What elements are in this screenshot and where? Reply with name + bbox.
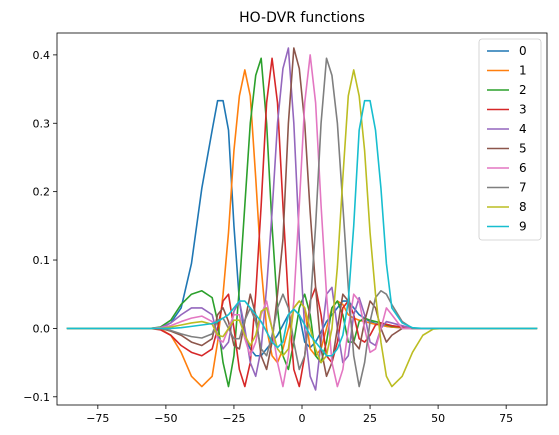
y-tick-label: 0.2 xyxy=(33,186,51,199)
x-tick-label: 75 xyxy=(499,412,513,425)
series-line-2 xyxy=(66,57,538,388)
series-line-9 xyxy=(66,99,538,357)
legend-label: 1 xyxy=(519,64,527,78)
y-tick-label: 0.3 xyxy=(33,117,51,130)
legend-label: 3 xyxy=(519,103,527,117)
series-line-8 xyxy=(66,69,538,388)
series-line-1 xyxy=(66,69,538,388)
x-tick-label: 0 xyxy=(299,412,306,425)
chart-title: HO-DVR functions xyxy=(239,10,365,26)
series-line-7 xyxy=(66,57,538,388)
x-axis: −75 −50 −25 0 25 50 75 xyxy=(86,405,513,425)
legend-label: 5 xyxy=(519,142,527,156)
x-tick-label: −50 xyxy=(154,412,177,425)
legend-label: 4 xyxy=(519,122,527,136)
y-tick-label: 0.4 xyxy=(33,49,51,62)
legend: 0 1 2 3 4 5 6 7 8 9 xyxy=(478,38,542,241)
x-tick-label: 25 xyxy=(363,412,377,425)
axes-frame xyxy=(56,32,548,406)
y-axis: −0.1 0.0 0.1 0.2 0.3 0.4 xyxy=(23,49,57,404)
series-line-3 xyxy=(66,57,538,388)
y-tick-label: 0.0 xyxy=(33,322,51,335)
x-tick-label: −25 xyxy=(222,412,245,425)
y-tick-label: −0.1 xyxy=(23,391,50,404)
legend-label: 9 xyxy=(519,220,527,234)
legend-label: 8 xyxy=(519,200,527,214)
y-tick-label: 0.1 xyxy=(33,254,51,267)
legend-label: 0 xyxy=(519,44,527,58)
legend-label: 7 xyxy=(519,181,527,195)
legend-label: 6 xyxy=(519,161,527,175)
x-tick-label: −75 xyxy=(86,412,109,425)
x-tick-label: 50 xyxy=(431,412,445,425)
legend-label: 2 xyxy=(519,83,527,97)
legend-frame xyxy=(478,38,542,241)
series-line-6 xyxy=(66,54,538,388)
plot-area xyxy=(66,47,538,391)
